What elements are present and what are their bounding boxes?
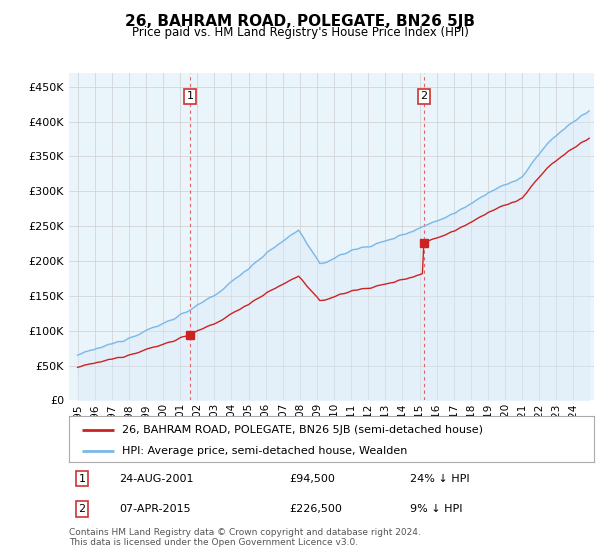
- Text: 24% ↓ HPI: 24% ↓ HPI: [410, 474, 470, 484]
- Text: Price paid vs. HM Land Registry's House Price Index (HPI): Price paid vs. HM Land Registry's House …: [131, 26, 469, 39]
- Text: Contains HM Land Registry data © Crown copyright and database right 2024.: Contains HM Land Registry data © Crown c…: [69, 528, 421, 536]
- Text: £94,500: £94,500: [290, 474, 335, 484]
- Text: 9% ↓ HPI: 9% ↓ HPI: [410, 504, 463, 514]
- Text: HPI: Average price, semi-detached house, Wealden: HPI: Average price, semi-detached house,…: [121, 446, 407, 455]
- Text: 1: 1: [79, 474, 86, 484]
- Text: 24-AUG-2001: 24-AUG-2001: [119, 474, 193, 484]
- Text: 2: 2: [420, 91, 427, 101]
- Text: 26, BAHRAM ROAD, POLEGATE, BN26 5JB: 26, BAHRAM ROAD, POLEGATE, BN26 5JB: [125, 14, 475, 29]
- Text: 07-APR-2015: 07-APR-2015: [119, 504, 191, 514]
- Text: This data is licensed under the Open Government Licence v3.0.: This data is licensed under the Open Gov…: [69, 538, 358, 547]
- Text: 26, BAHRAM ROAD, POLEGATE, BN26 5JB (semi-detached house): 26, BAHRAM ROAD, POLEGATE, BN26 5JB (sem…: [121, 425, 482, 435]
- Text: 2: 2: [79, 504, 86, 514]
- Text: 1: 1: [187, 91, 194, 101]
- Text: £226,500: £226,500: [290, 504, 343, 514]
